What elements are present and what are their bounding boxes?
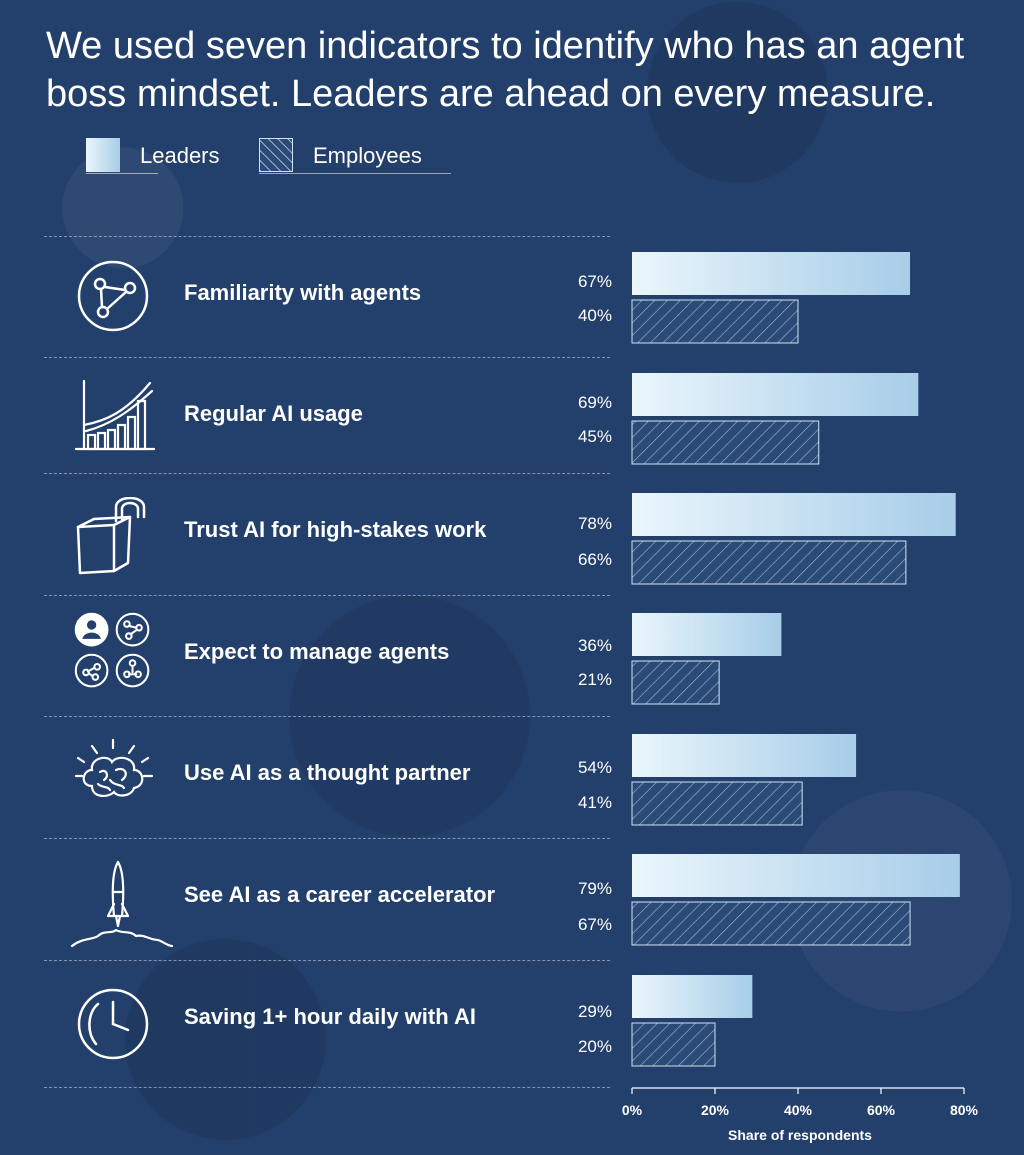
legend-swatch-leaders <box>86 138 120 172</box>
row-divider <box>44 1087 610 1088</box>
x-axis-title: Share of respondents <box>728 1127 872 1143</box>
bar-employees <box>631 540 907 585</box>
bar-employees <box>631 420 820 465</box>
data-label-leaders: 36% <box>577 636 612 655</box>
row-divider <box>44 357 610 358</box>
x-tick-label: 0% <box>622 1102 643 1118</box>
data-label-employees: 66% <box>577 550 612 569</box>
bar-leaders <box>632 734 857 777</box>
indicator-row: Saving 1+ hour daily with AI <box>44 960 610 1080</box>
data-label-employees: 67% <box>577 915 612 934</box>
indicator-row: Trust AI for high-stakes work <box>44 473 610 593</box>
indicator-row: Use AI as a thought partner <box>44 716 610 836</box>
legend-label-employees: Employees <box>313 143 422 168</box>
clock-icon <box>77 988 149 1060</box>
bar-leaders <box>632 854 960 897</box>
row-divider <box>44 236 610 237</box>
indicator-label: See AI as a career accelerator <box>184 882 496 907</box>
indicator-label: Use AI as a thought partner <box>184 760 471 785</box>
bar-employees <box>631 299 799 344</box>
data-label-leaders: 54% <box>577 758 612 777</box>
bar-leaders <box>632 613 782 656</box>
indicator-label: Familiarity with agents <box>184 280 422 305</box>
legend-swatch-employees <box>259 138 293 172</box>
legend-underline <box>259 173 451 174</box>
data-label-employees: 41% <box>577 793 612 812</box>
indicator-row: Regular AI usage <box>44 357 610 477</box>
bar-employees <box>631 660 720 705</box>
data-label-leaders: 29% <box>577 1002 612 1021</box>
bar-employees <box>631 781 803 826</box>
x-tick-label: 60% <box>867 1102 896 1118</box>
growth-chart-icon <box>74 379 156 451</box>
brain-icon <box>74 738 154 798</box>
bar-leaders <box>632 493 956 536</box>
data-label-leaders: 67% <box>577 272 612 291</box>
network-circle-icon <box>77 260 149 332</box>
bar-leaders <box>632 373 919 416</box>
indicator-label: Trust AI for high-stakes work <box>184 517 487 542</box>
data-label-leaders: 69% <box>577 393 612 412</box>
open-padlock-icon <box>76 497 146 575</box>
row-divider <box>44 960 610 961</box>
x-tick-label: 40% <box>784 1102 813 1118</box>
bar-employees <box>631 1022 716 1067</box>
rocket-icon <box>70 860 174 948</box>
legend-underline <box>86 173 158 174</box>
row-divider <box>44 595 610 596</box>
data-label-employees: 20% <box>577 1037 612 1056</box>
data-label-employees: 45% <box>577 427 612 446</box>
bar-leaders <box>632 252 911 295</box>
data-label-leaders: 78% <box>577 514 612 533</box>
indicator-label: Saving 1+ hour daily with AI <box>184 1004 476 1029</box>
row-divider <box>44 716 610 717</box>
data-label-leaders: 79% <box>577 879 612 898</box>
x-tick-label: 20% <box>701 1102 730 1118</box>
row-divider <box>44 838 610 839</box>
indicator-row: Familiarity with agents <box>44 236 610 356</box>
indicator-row: See AI as a career accelerator <box>44 838 610 958</box>
indicator-label: Expect to manage agents <box>184 639 450 664</box>
data-label-employees: 40% <box>577 306 612 325</box>
bar-employees <box>631 901 911 946</box>
team-of-agents-icon <box>74 612 150 688</box>
indicator-label: Regular AI usage <box>184 401 363 426</box>
legend-label-leaders: Leaders <box>140 143 220 168</box>
row-divider <box>44 473 610 474</box>
data-label-employees: 21% <box>577 670 612 689</box>
x-tick-label: 80% <box>950 1102 979 1118</box>
bar-leaders <box>632 975 753 1018</box>
page-title: We used seven indicators to identify who… <box>46 25 965 115</box>
indicator-row: Expect to manage agents <box>44 595 610 715</box>
